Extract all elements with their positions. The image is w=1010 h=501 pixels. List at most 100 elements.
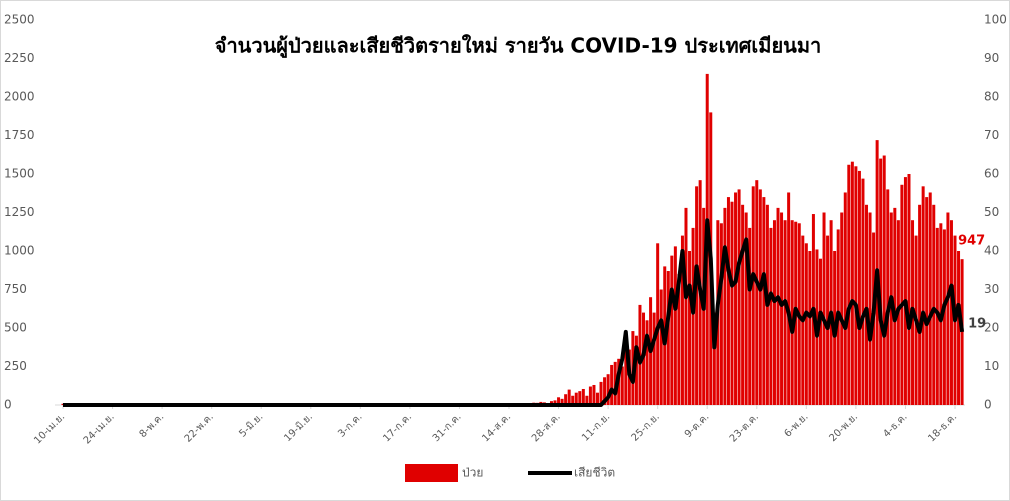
bar [843, 192, 847, 405]
x-tick-label: 10-เม.ย. [32, 411, 67, 446]
x-tick-label: 31-ก.ค. [431, 411, 464, 444]
y-tick-label: 0 [4, 398, 12, 412]
bar [772, 220, 776, 405]
bar [960, 259, 964, 405]
bar [557, 397, 561, 405]
bar [818, 258, 822, 405]
y-tick-label: 250 [4, 359, 27, 373]
x-tick-label: 17-ก.ค. [381, 411, 414, 444]
bar [592, 384, 596, 405]
x-tick-label: 25-ก.ย. [630, 411, 662, 443]
bar [567, 389, 571, 405]
bar [932, 204, 936, 405]
bar [680, 235, 684, 405]
bar [688, 251, 692, 405]
bar [921, 186, 925, 405]
bar [769, 227, 773, 405]
bar [734, 192, 738, 405]
y2-tick-label: 10 [984, 359, 999, 373]
data-label: 19 [968, 316, 986, 331]
y2-tick-label: 20 [984, 321, 999, 335]
bar [620, 366, 624, 405]
bar [670, 255, 674, 405]
bar [758, 189, 762, 405]
y-tick-label: 500 [4, 321, 27, 335]
bar [804, 243, 808, 405]
death-line [63, 218, 965, 407]
bar [564, 394, 568, 405]
bar [790, 220, 794, 405]
bar [730, 201, 734, 405]
bar [610, 364, 614, 405]
bar [780, 212, 784, 405]
bar [957, 251, 961, 405]
x-tick-label: 14-ส.ค. [480, 411, 513, 444]
bar [624, 343, 628, 405]
bar [868, 212, 872, 405]
bar [762, 197, 766, 405]
chart-title: จำนวนผู้ป่วยและเสียชีวิตรายใหม่ รายวัน C… [215, 34, 822, 60]
bar [652, 312, 656, 405]
y2-tick-label: 0 [984, 398, 992, 412]
bar [560, 398, 564, 405]
bar [634, 335, 638, 405]
y2-tick-label: 80 [984, 90, 999, 104]
bar [886, 189, 890, 405]
x-tick-label: 28-ส.ค. [530, 411, 563, 444]
y2-tick-label: 70 [984, 128, 999, 142]
bar [599, 381, 603, 405]
bar [677, 274, 681, 405]
bar [723, 207, 727, 405]
bar [603, 377, 607, 405]
y2-tick-label: 100 [984, 13, 1007, 27]
bar [946, 212, 950, 405]
bar [942, 229, 946, 405]
y2-tick-label: 40 [984, 244, 999, 258]
bar [719, 223, 723, 405]
y2-tick-label: 90 [984, 51, 999, 65]
x-tick-label: 8-พ.ค. [138, 411, 167, 440]
bar [578, 391, 582, 405]
bar [928, 192, 932, 405]
bar [726, 197, 730, 405]
bar [903, 177, 907, 405]
bar [666, 271, 670, 405]
bar [712, 312, 716, 405]
x-tick-label: 11-ก.ย. [580, 411, 612, 443]
y2-tick-label: 60 [984, 167, 999, 181]
bar [645, 320, 649, 405]
y-tick-label: 1000 [4, 244, 35, 258]
bar [574, 392, 578, 405]
bar [755, 180, 759, 405]
bar [900, 184, 904, 405]
y2-tick-label: 30 [984, 282, 999, 296]
y-tick-label: 1750 [4, 128, 35, 142]
bar [606, 374, 610, 405]
y-tick-label: 1500 [4, 167, 35, 181]
bar [861, 178, 865, 405]
x-tick-label: 9-ต.ค. [683, 411, 712, 440]
bar [748, 227, 752, 405]
bar [776, 207, 780, 405]
bar [882, 155, 886, 405]
bar [893, 207, 897, 405]
bar [840, 212, 844, 405]
bar [787, 192, 791, 405]
bar [847, 164, 851, 405]
bar [571, 395, 575, 405]
bar [857, 170, 861, 405]
bar [949, 220, 953, 405]
y-tick-label: 2500 [4, 13, 35, 27]
data-label: 947 [958, 234, 985, 249]
x-tick-label: 6-พ.ย. [782, 411, 810, 439]
x-tick-label: 3-ก.ค. [336, 411, 364, 439]
bar [744, 212, 748, 405]
bar [588, 386, 592, 405]
legend-label: ป่วย [462, 466, 483, 480]
x-tick-label: 22-พ.ค. [183, 411, 216, 444]
bar [783, 220, 787, 405]
bar [751, 186, 755, 405]
bar [581, 388, 585, 405]
y-tick-label: 2250 [4, 51, 35, 65]
